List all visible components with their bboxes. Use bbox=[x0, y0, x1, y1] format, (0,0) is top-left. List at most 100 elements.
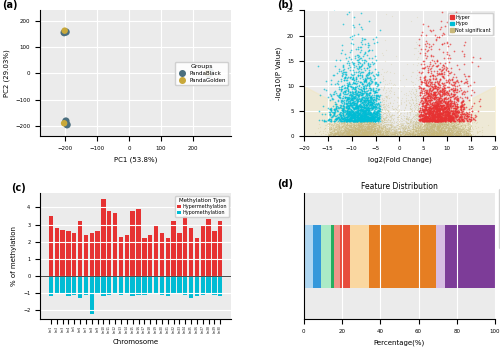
Point bbox=[335, 133, 343, 139]
Point bbox=[378, 132, 386, 137]
Point bbox=[425, 110, 433, 116]
Point bbox=[348, 129, 356, 135]
Point bbox=[430, 127, 438, 133]
Point bbox=[432, 92, 440, 98]
Point bbox=[451, 124, 459, 129]
Point bbox=[346, 133, 354, 138]
Point bbox=[446, 132, 454, 137]
Point bbox=[430, 117, 438, 122]
Point bbox=[341, 129, 349, 134]
Point bbox=[422, 100, 430, 105]
Point bbox=[443, 102, 451, 107]
Point bbox=[444, 133, 452, 138]
Point bbox=[420, 128, 428, 134]
Point bbox=[426, 124, 434, 129]
Point bbox=[378, 126, 386, 132]
Point bbox=[466, 133, 474, 138]
Point bbox=[443, 110, 451, 116]
Point bbox=[370, 130, 378, 136]
Point bbox=[413, 132, 421, 137]
Point bbox=[464, 126, 471, 132]
Point bbox=[353, 112, 361, 117]
Point bbox=[364, 129, 372, 134]
Point bbox=[369, 122, 377, 127]
Point bbox=[329, 132, 337, 137]
Point bbox=[326, 133, 334, 139]
Point bbox=[356, 92, 364, 97]
Point bbox=[448, 120, 456, 126]
Point bbox=[370, 104, 378, 109]
Point bbox=[392, 129, 400, 135]
Point bbox=[400, 108, 408, 113]
Point bbox=[384, 132, 392, 137]
Point bbox=[443, 128, 451, 133]
Point bbox=[336, 118, 344, 124]
Point bbox=[386, 127, 394, 133]
Point bbox=[434, 131, 442, 136]
Point bbox=[412, 121, 420, 126]
Point bbox=[418, 129, 426, 134]
Point bbox=[395, 126, 403, 132]
Point bbox=[343, 116, 351, 121]
Point bbox=[347, 125, 355, 130]
Point bbox=[442, 101, 450, 107]
Point bbox=[448, 110, 456, 116]
Point bbox=[431, 132, 439, 137]
Point bbox=[435, 132, 443, 137]
Point bbox=[348, 131, 356, 137]
Point bbox=[385, 112, 393, 118]
Point bbox=[382, 117, 390, 123]
Point bbox=[399, 129, 407, 135]
Point bbox=[417, 129, 425, 135]
Point bbox=[414, 107, 422, 112]
Point bbox=[403, 128, 411, 134]
Point bbox=[382, 132, 390, 137]
Point bbox=[370, 130, 378, 135]
Point bbox=[446, 112, 454, 117]
Point bbox=[357, 122, 365, 128]
Point bbox=[424, 127, 432, 133]
Point bbox=[434, 121, 442, 127]
Point bbox=[433, 72, 441, 78]
Point bbox=[442, 112, 450, 118]
Point bbox=[462, 126, 470, 132]
Point bbox=[432, 128, 440, 134]
Point bbox=[377, 133, 385, 138]
Point bbox=[453, 78, 461, 84]
Point bbox=[422, 119, 430, 125]
Point bbox=[416, 86, 424, 91]
Point bbox=[427, 121, 435, 127]
Point bbox=[345, 124, 353, 129]
Point bbox=[454, 120, 462, 126]
Point bbox=[446, 133, 454, 139]
Point bbox=[446, 132, 454, 137]
Point bbox=[396, 129, 404, 134]
Point bbox=[354, 115, 362, 120]
Point bbox=[422, 111, 430, 117]
Point bbox=[366, 87, 374, 93]
Point bbox=[367, 124, 375, 130]
Point bbox=[448, 133, 456, 138]
Point bbox=[340, 132, 348, 137]
Point bbox=[340, 129, 348, 135]
Point bbox=[386, 133, 394, 138]
Point bbox=[436, 129, 444, 135]
Point bbox=[430, 113, 438, 119]
Point bbox=[456, 128, 464, 134]
Point bbox=[417, 117, 425, 122]
Point bbox=[418, 113, 426, 119]
Point bbox=[440, 130, 448, 136]
Point bbox=[460, 132, 468, 138]
Point bbox=[446, 132, 454, 137]
Point bbox=[422, 106, 430, 112]
Point bbox=[344, 132, 352, 137]
Point bbox=[374, 115, 382, 120]
Point bbox=[456, 119, 464, 125]
Point bbox=[444, 108, 452, 114]
Point bbox=[408, 129, 416, 134]
Point bbox=[342, 127, 350, 133]
Point bbox=[424, 111, 432, 117]
Point bbox=[348, 132, 356, 137]
Point bbox=[452, 94, 460, 100]
Point bbox=[356, 119, 364, 124]
